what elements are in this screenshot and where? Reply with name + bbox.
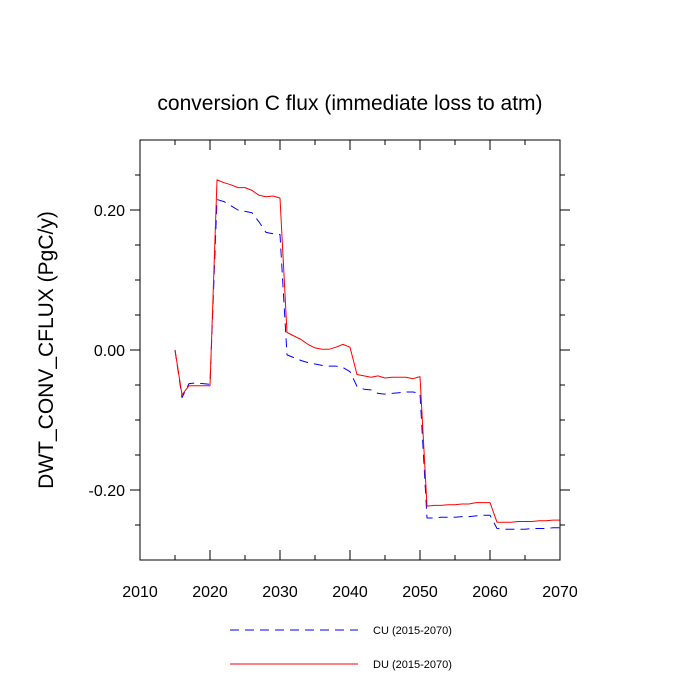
- chart-title: conversion C flux (immediate loss to atm…: [157, 92, 542, 115]
- x-tick-label: 2050: [402, 584, 438, 601]
- plot-frame: [139, 139, 561, 561]
- legend: CU (2015-2070) DU (2015-2070): [230, 625, 452, 671]
- series-lines: [174, 179, 560, 530]
- y-axis-label: DWT_CONV_CFLUX (PgC/y): [35, 211, 58, 489]
- x-tick-label: 2010: [122, 584, 158, 601]
- x-tick-label: 2070: [542, 584, 578, 601]
- legend-label: CU (2015-2070): [373, 625, 452, 637]
- x-tick-label: 2030: [262, 584, 298, 601]
- y-tick-label: 0.20: [94, 203, 125, 220]
- series-line-cu: [174, 199, 560, 530]
- axis-ticks: 2010 2020 2030 2040 2050 2060 2070 -0.20 0.00 0.2…: [89, 140, 578, 601]
- legend-label: DU (2015-2070): [373, 659, 452, 671]
- y-tick-label: 0.00: [94, 343, 125, 360]
- x-tick-label: 2020: [192, 584, 228, 601]
- x-tick-label: 2040: [332, 584, 368, 601]
- y-tick-label: -0.20: [89, 483, 126, 500]
- x-tick-label: 2060: [472, 584, 508, 601]
- series-line-du: [174, 179, 560, 523]
